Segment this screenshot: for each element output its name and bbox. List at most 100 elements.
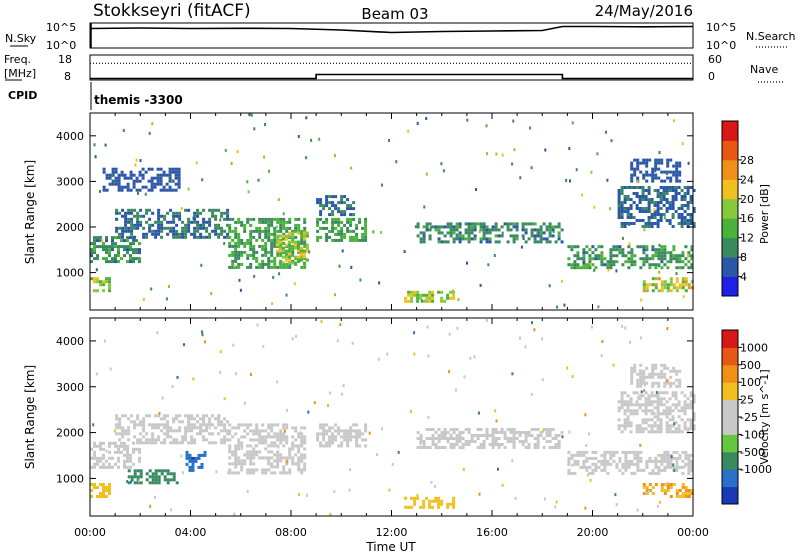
- data-cell-3: [261, 468, 265, 472]
- data-cell-3: [252, 438, 256, 442]
- data-cell-3: [228, 450, 232, 454]
- data-cell-2: [115, 426, 119, 430]
- data-cell-10: [609, 263, 613, 267]
- data-cell-2: [211, 414, 215, 418]
- data-cell-5: [162, 170, 166, 174]
- data-cell-0: [105, 251, 108, 255]
- data-cell-2: [214, 208, 218, 212]
- data-cell-2: [214, 214, 218, 218]
- data-cell-6: [316, 229, 320, 233]
- data-cell-7: [431, 505, 435, 509]
- data-cell-10: [576, 254, 580, 258]
- data-cell-2: [178, 414, 182, 418]
- data-cell-6: [334, 232, 338, 236]
- data-cell-8: [425, 446, 429, 449]
- data-cell-9: [678, 453, 682, 457]
- data-cell-2: [205, 438, 209, 442]
- data-cell-10: [647, 409, 651, 413]
- data-cell-1: [108, 483, 111, 486]
- data-cell-13: [651, 170, 655, 174]
- data-cell-6: [319, 423, 323, 427]
- data-cell-10: [647, 397, 651, 401]
- scatter-cell: [348, 488, 351, 492]
- data-cell-10: [645, 254, 649, 258]
- station-title: Stokkseyri (fitACF): [93, 1, 251, 21]
- scatter-cell: [544, 148, 547, 152]
- data-cell-10: [677, 400, 681, 404]
- data-cell-3: [267, 223, 271, 227]
- data-cell-1: [96, 280, 99, 284]
- data-cell-5: [126, 182, 130, 186]
- data-cell-12: [633, 363, 637, 367]
- data-cell-12: [642, 375, 646, 379]
- data-cell-10: [650, 424, 654, 428]
- data-cell-6: [355, 435, 359, 439]
- scatter-cell: [530, 392, 533, 396]
- data-cell-10: [612, 254, 616, 258]
- data-cell-2: [175, 414, 179, 418]
- data-cell-11: [653, 189, 657, 192]
- data-cell-2: [193, 211, 197, 215]
- data-cell-9: [687, 462, 691, 466]
- data-cell-10: [686, 403, 690, 407]
- data-cell-9: [624, 456, 628, 460]
- data-cell-10: [674, 427, 678, 431]
- scatter-cell: [110, 245, 113, 249]
- data-cell-6: [337, 217, 341, 221]
- data-cell-0: [129, 257, 132, 261]
- data-cell-10: [638, 424, 642, 428]
- data-cell-3: [270, 232, 274, 236]
- data-cell-11: [623, 222, 627, 225]
- scatter-cell: [372, 230, 375, 234]
- data-cell-2: [208, 217, 212, 221]
- data-cell-10: [671, 391, 675, 395]
- data-cell-10: [582, 257, 586, 261]
- data-cell-3: [270, 456, 274, 460]
- data-cell-2: [127, 426, 131, 430]
- data-cell-10: [606, 263, 610, 267]
- data-cell-8: [422, 440, 426, 443]
- data-cell-3: [294, 235, 298, 239]
- scatter-cell: [272, 275, 275, 279]
- data-cell-12: [639, 384, 643, 388]
- data-cell-3: [270, 247, 274, 251]
- scatter-cell: [149, 504, 152, 508]
- data-cell-12: [669, 289, 673, 293]
- data-cell-8: [422, 443, 426, 446]
- data-cell-9: [470, 222, 474, 226]
- data-cell-3: [252, 235, 256, 239]
- data-cell-8: [428, 428, 432, 431]
- scatter-cell: [351, 237, 354, 241]
- data-cell-4: [275, 237, 279, 241]
- data-cell-9: [582, 453, 586, 457]
- data-cell-0: [126, 447, 129, 451]
- data-cell-0: [117, 450, 120, 454]
- data-cell-0: [96, 245, 99, 249]
- freq-left-label: Freq.: [4, 53, 31, 66]
- data-cell-3: [291, 447, 295, 451]
- data-cell-3: [264, 253, 268, 257]
- data-cell-3: [294, 223, 298, 227]
- data-cell-5: [156, 173, 160, 177]
- data-cell-9: [521, 222, 525, 226]
- data-cell-7: [334, 195, 338, 199]
- noise-left-tick-top: 10^5: [46, 21, 76, 34]
- data-cell-12: [669, 375, 673, 379]
- scatter-cell: [181, 471, 184, 475]
- data-cell-11: [656, 213, 660, 216]
- data-cell-2: [196, 432, 200, 436]
- data-cell-10: [645, 248, 649, 252]
- data-cell-10: [671, 415, 675, 419]
- data-cell-10: [600, 251, 604, 255]
- scatter-cell: [333, 489, 336, 493]
- data-cell-1: [102, 489, 105, 492]
- data-cell-11: [635, 186, 639, 189]
- data-cell-8: [533, 428, 537, 431]
- data-cell-0: [108, 260, 111, 264]
- velocity-colorbar-tick-label: 100: [740, 376, 761, 389]
- data-cell-11: [671, 195, 675, 198]
- data-cell-0: [135, 447, 138, 451]
- data-cell-8: [422, 299, 426, 303]
- data-cell-10: [612, 245, 616, 249]
- data-cell-2: [160, 229, 164, 233]
